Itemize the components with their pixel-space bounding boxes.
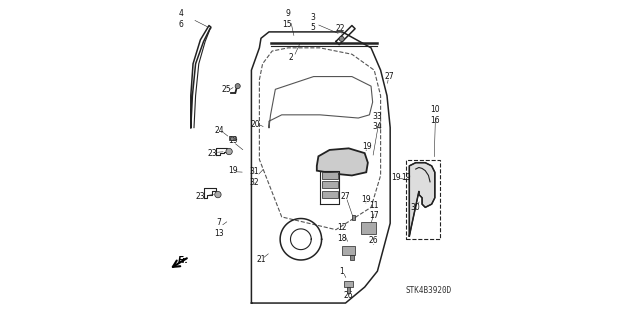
Bar	[406, 160, 440, 239]
Bar	[321, 172, 337, 179]
Text: 1: 1	[339, 267, 344, 276]
Circle shape	[230, 137, 234, 141]
Text: 23: 23	[196, 192, 205, 201]
Text: 9
15: 9 15	[283, 10, 292, 29]
Text: 22: 22	[335, 24, 344, 33]
Text: 25: 25	[221, 85, 230, 94]
Bar	[344, 281, 353, 287]
Circle shape	[235, 84, 240, 89]
Bar	[321, 191, 337, 198]
Text: 7
13: 7 13	[214, 219, 223, 238]
Text: 31
32: 31 32	[250, 167, 259, 187]
Text: 30: 30	[411, 203, 420, 212]
Bar	[342, 246, 355, 255]
Text: 27: 27	[340, 192, 349, 201]
Text: 3
5: 3 5	[310, 13, 316, 32]
Polygon shape	[317, 148, 368, 175]
Bar	[352, 215, 355, 220]
Text: 23: 23	[207, 149, 217, 158]
Bar	[229, 136, 236, 140]
Text: 19: 19	[228, 166, 238, 175]
Bar	[362, 222, 376, 234]
Text: 12
18: 12 18	[337, 223, 347, 242]
Text: 20: 20	[251, 120, 260, 129]
Bar	[350, 255, 354, 260]
Text: 19: 19	[401, 173, 411, 182]
Circle shape	[215, 191, 221, 198]
Text: 4
6: 4 6	[179, 10, 184, 29]
Text: STK4B3920D: STK4B3920D	[405, 286, 452, 295]
Circle shape	[226, 148, 232, 155]
Text: 19: 19	[391, 173, 401, 182]
Text: 10
16: 10 16	[431, 105, 440, 124]
Text: 19: 19	[362, 195, 371, 204]
Text: 19: 19	[362, 142, 372, 151]
Text: 26: 26	[369, 236, 378, 245]
Bar	[347, 287, 350, 293]
Text: Fr.: Fr.	[178, 256, 189, 265]
Bar	[321, 181, 337, 188]
Text: 33
34: 33 34	[372, 112, 382, 131]
Text: 27: 27	[385, 72, 394, 81]
Polygon shape	[410, 163, 435, 236]
Text: 19: 19	[228, 136, 238, 145]
Circle shape	[339, 36, 344, 41]
Text: 24: 24	[214, 126, 225, 135]
Text: 21: 21	[256, 256, 266, 264]
Text: 26: 26	[344, 291, 353, 300]
Text: 11
17: 11 17	[369, 201, 378, 220]
Text: 2: 2	[289, 53, 294, 62]
